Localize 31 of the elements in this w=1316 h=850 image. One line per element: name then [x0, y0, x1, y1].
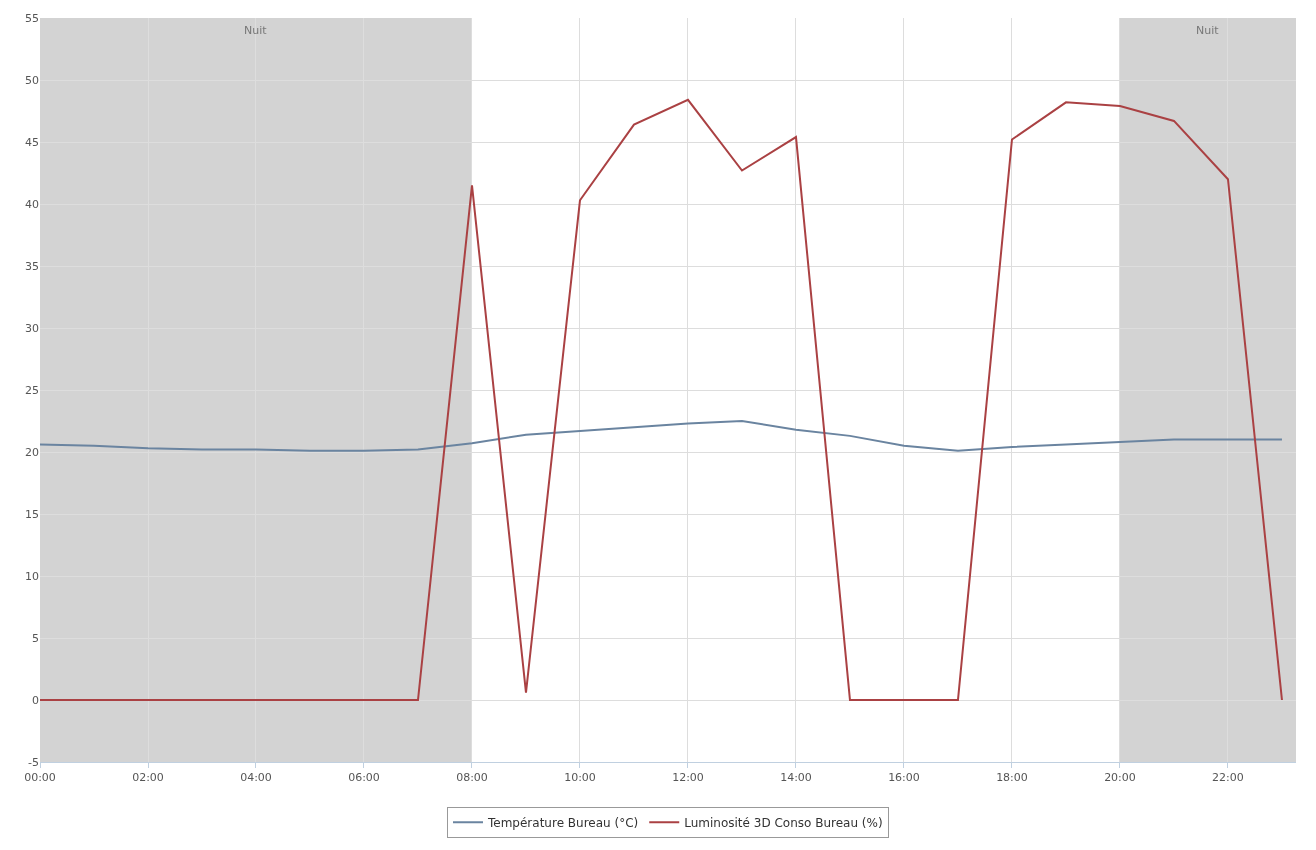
x-tick-label: 20:00	[1104, 771, 1136, 785]
y-tick-label: 50	[25, 73, 39, 87]
x-tick-label: 12:00	[672, 771, 704, 785]
y-tick-label: 15	[25, 507, 39, 521]
x-tick-label: 18:00	[996, 771, 1028, 785]
band-label: Nuit	[1196, 24, 1220, 37]
band-label: Nuit	[244, 24, 268, 37]
y-tick-label: 55	[25, 11, 39, 25]
y-tick-label: 25	[25, 383, 39, 397]
line-series	[40, 98, 1283, 701]
legend-label: Température Bureau (°C)	[487, 815, 639, 830]
x-tick-label: 00:00	[24, 771, 56, 785]
x-tick-label: 02:00	[132, 771, 164, 785]
legend-label: Luminosité 3D Conso Bureau (%)	[684, 815, 883, 830]
y-tick-label: 40	[25, 197, 39, 211]
x-tick-label: 08:00	[456, 771, 488, 785]
y-tick-label: 0	[32, 693, 39, 707]
x-tick-label: 04:00	[240, 771, 272, 785]
y-tick-label: 10	[25, 569, 39, 583]
y-tick-label: -5	[28, 755, 39, 769]
y-tick-label: 35	[25, 259, 39, 273]
x-tick-label: 14:00	[780, 771, 812, 785]
x-tick-label: 10:00	[564, 771, 596, 785]
y-tick-label: 20	[25, 445, 39, 459]
x-tick-label: 06:00	[348, 771, 380, 785]
line-series	[40, 420, 1283, 452]
x-tick-label: 22:00	[1212, 771, 1244, 785]
y-tick-label: 45	[25, 135, 39, 149]
x-tick-label: 16:00	[888, 771, 920, 785]
y-tick-label: 30	[25, 321, 39, 335]
y-tick-label: 5	[32, 631, 39, 645]
